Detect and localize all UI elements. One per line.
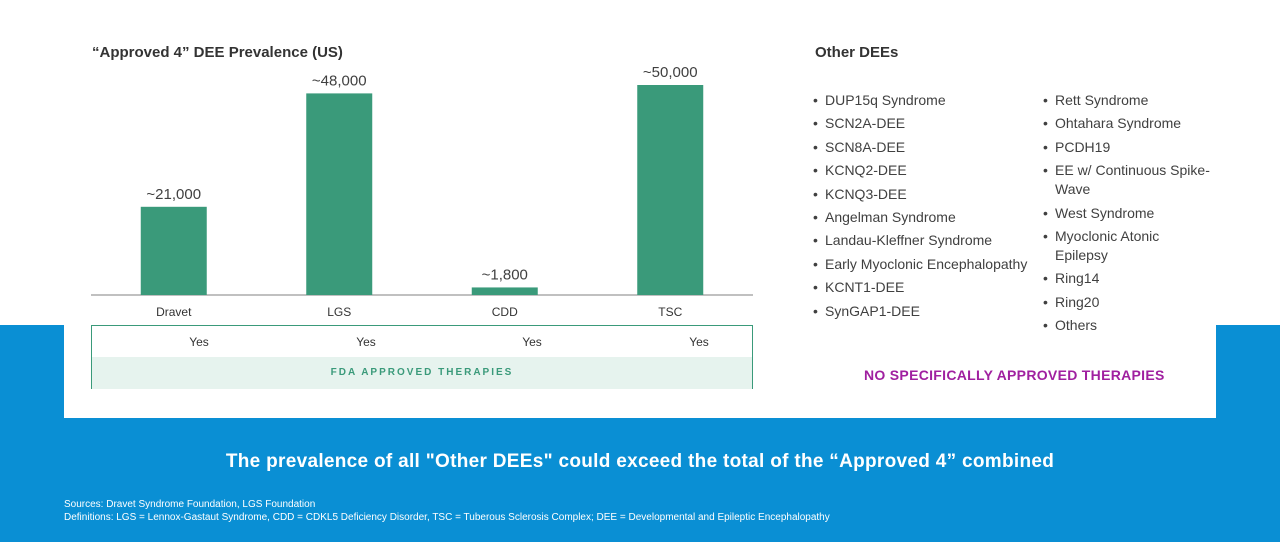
content-card: “Approved 4” DEE Prevalence (US) ~21,000… — [64, 24, 1216, 418]
other-dees-list-right: Rett Syndrome Ohtahara Syndrome PCDH19 EE w… — [1043, 91, 1213, 340]
other-dee-item: Angelman Syndrome — [813, 208, 1043, 227]
other-dee-item: Others — [1043, 316, 1213, 335]
data-label-dravet: ~21,000 — [146, 186, 201, 203]
chart-title: “Approved 4” DEE Prevalence (US) — [92, 44, 343, 61]
other-dee-item: Ring14 — [1043, 269, 1213, 288]
data-label-lgs: ~48,000 — [312, 72, 367, 89]
other-dee-item: KCNQ3-DEE — [813, 185, 1043, 204]
bar-tsc — [637, 85, 704, 295]
other-dee-item: West Syndrome — [1043, 204, 1213, 223]
other-dee-item: Myoclonic Atonic Epilepsy — [1043, 227, 1213, 265]
data-label-cdd: ~1,800 — [482, 266, 528, 283]
tick-label-lgs: LGS — [327, 305, 351, 319]
sources-footnote: Sources: Dravet Syndrome Foundation, LGS… — [64, 499, 316, 510]
other-dee-item: KCNQ2-DEE — [813, 161, 1043, 180]
prevalence-bar-chart: ~21,000 Dravet ~48,000 LGS ~1,800 CDD ~50,000 T… — [91, 64, 753, 319]
other-dee-item: KCNT1-DEE — [813, 278, 1043, 297]
bar-cdd — [471, 287, 538, 295]
other-dee-item: SCN8A-DEE — [813, 138, 1043, 157]
other-dee-item: Ohtahara Syndrome — [1043, 114, 1213, 133]
other-dee-item: Early Myoclonic Encephalopathy — [813, 255, 1043, 274]
bar-lgs — [306, 93, 373, 296]
other-dee-item: Rett Syndrome — [1043, 91, 1213, 110]
other-dee-item: Ring20 — [1043, 293, 1213, 312]
tick-label-tsc: TSC — [658, 305, 682, 319]
fda-approved-band: FDA APPROVED THERAPIES — [92, 357, 752, 389]
other-dee-item: SCN2A-DEE — [813, 114, 1043, 133]
other-dee-item: DUP15q Syndrome — [813, 91, 1043, 110]
other-dee-item: Landau-Kleffner Syndrome — [813, 231, 1043, 250]
headline: The prevalence of all "Other DEEs" could… — [225, 451, 1055, 472]
tick-label-dravet: Dravet — [156, 305, 192, 319]
approval-cell-dravet: Yes — [189, 335, 209, 349]
other-dees-list-left: DUP15q Syndrome SCN2A-DEE SCN8A-DEE KCNQ2-D… — [813, 91, 1043, 325]
bar-dravet — [140, 206, 207, 295]
no-approved-therapies-label: NO SPECIFICALLY APPROVED THERAPIES — [864, 367, 1165, 383]
approval-cell-cdd: Yes — [522, 335, 542, 349]
approval-table: Yes Yes Yes Yes FDA APPROVED THERAPIES — [91, 325, 753, 389]
data-label-tsc: ~50,000 — [643, 64, 698, 81]
other-dee-item: SynGAP1-DEE — [813, 302, 1043, 321]
other-dee-item: EE w/ Continuous Spike-Wave — [1043, 161, 1213, 199]
approval-cell-lgs: Yes — [356, 335, 376, 349]
tick-label-cdd: CDD — [492, 305, 518, 319]
approval-cell-tsc: Yes — [689, 335, 709, 349]
definitions-footnote: Definitions: LGS = Lennox-Gastaut Syndro… — [64, 512, 830, 523]
other-dees-title: Other DEEs — [815, 44, 899, 61]
other-dee-item: PCDH19 — [1043, 138, 1213, 157]
